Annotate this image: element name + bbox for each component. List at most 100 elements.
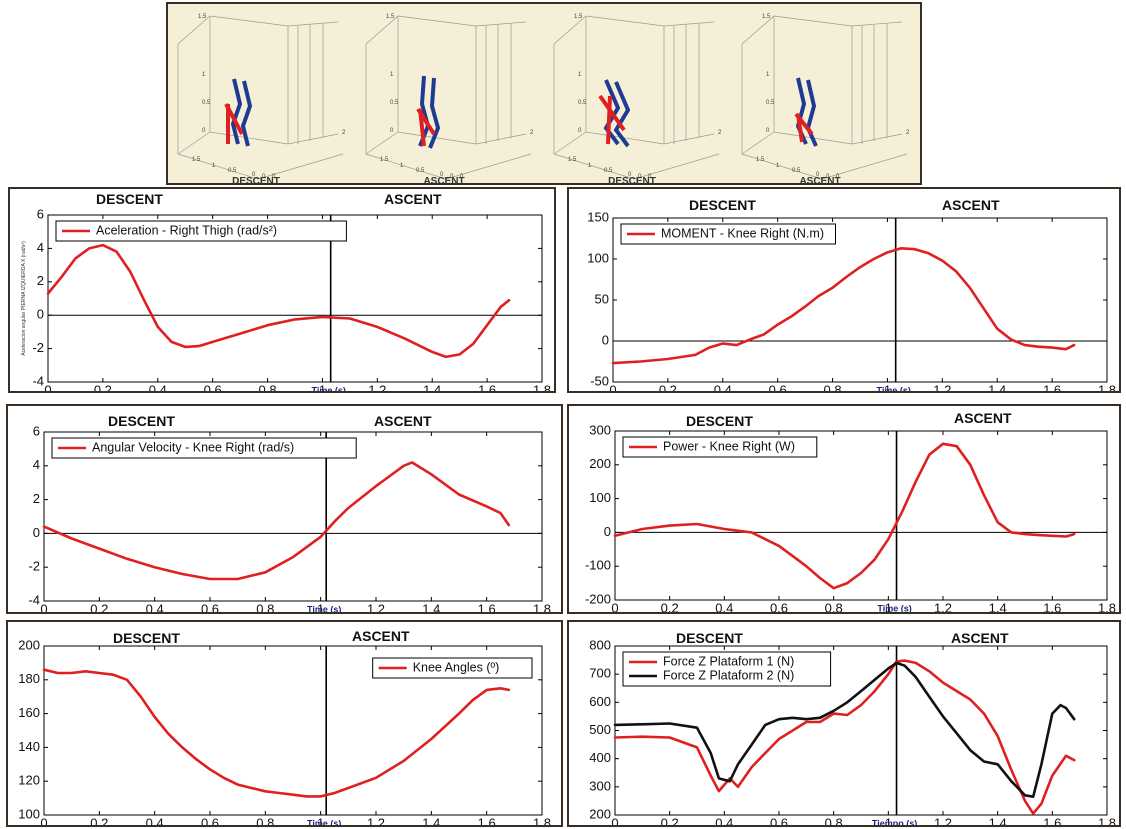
legend-entry: Force Z Plataform 1 (N) — [663, 654, 794, 668]
axis-box-line — [365, 15, 399, 45]
series-line — [613, 442, 1076, 590]
stick-tick-label: 0.5 — [766, 100, 775, 106]
x-tick-label: 0.8 — [259, 383, 277, 391]
stick-tick-label: 1.5 — [756, 157, 765, 163]
stick-tick-label: 0 — [816, 172, 820, 178]
left-leg — [428, 77, 441, 149]
ascent-label: ASCENT — [951, 630, 1009, 646]
legend-entry: Knee Angles (º) — [413, 660, 500, 674]
y-tick-label: 50 — [595, 291, 609, 306]
series-line — [42, 668, 511, 798]
stick-tick-label: 0 — [262, 174, 266, 180]
stick-tick-label: 2 — [718, 130, 722, 136]
y-tick-label: 6 — [37, 206, 44, 221]
axis-box-line — [553, 153, 635, 180]
x-tick-label: 1 — [885, 816, 892, 825]
stick-tick-label: 1.5 — [192, 157, 201, 163]
axis-box-line — [585, 131, 665, 145]
stick-phase-label: DESCENT — [232, 176, 280, 183]
y-tick-label: 4 — [33, 457, 40, 472]
x-tick-label: 0 — [44, 383, 51, 391]
axis-box-line — [177, 15, 211, 45]
stick-tick-label: 1 — [390, 72, 394, 78]
legend-box — [622, 436, 818, 458]
x-tick-label: 1.8 — [1098, 601, 1116, 612]
chart-angular-velocity: 0 0.2 0.4 0.6 0.8 1 1.2 1.4 1.6 1.8 -4 -2 0 2 4 6 Time (… — [28, 423, 551, 612]
stick-figure-strip: DESCENT 1.5 1 0.5 0 2 1.5 1 0.5 0 0 0 ASCENT 1.5 1 0.5 0… — [166, 2, 922, 187]
x-tick-label: 0.2 — [661, 601, 679, 612]
y-tick-label: 800 — [589, 637, 611, 652]
axis-box-line — [475, 21, 527, 27]
y-tick-label: 300 — [589, 778, 611, 793]
x-axis-label: Time (s) — [877, 603, 911, 612]
axis-box-line — [585, 15, 665, 27]
axis-box-line — [553, 15, 587, 45]
stick-tick-label: 1 — [202, 72, 206, 78]
x-tick-label: 0.4 — [146, 602, 164, 612]
right-leg — [606, 95, 612, 145]
left-leg — [613, 81, 631, 148]
y-tick-label: 200 — [589, 806, 611, 821]
stick-tick-label: 1.5 — [386, 14, 395, 20]
x-tick-label: 0.6 — [204, 383, 222, 391]
descent-label: DESCENT — [108, 413, 175, 429]
stick-tick-label: 1 — [588, 163, 592, 169]
x-tick-label: 0.4 — [715, 601, 733, 612]
axis-box-line — [445, 153, 532, 180]
panel-knee-angles: DESCENT ASCENT 0 0.2 0.4 0.6 0.8 1 1.2 1.4 1.6 1.… — [6, 620, 563, 827]
stick-tick-label: 1 — [212, 163, 216, 169]
x-tick-label: 1 — [884, 383, 891, 391]
x-tick-label: 1 — [317, 602, 324, 612]
axis-box-line — [257, 153, 344, 180]
axis-box-line — [209, 15, 289, 27]
x-tick-label: 1.2 — [934, 816, 952, 825]
panel-force: DESCENT ASCENT 0 0.2 0.4 0.6 0.8 1 1.2 1.4 1.6 1.… — [567, 620, 1121, 827]
y-tick-label: 100 — [589, 490, 611, 505]
x-tick-label: 1.4 — [422, 816, 440, 825]
legend-entry: Force Z Plataform 2 (N) — [663, 668, 794, 682]
right-leg — [598, 94, 626, 132]
axis-box-line — [741, 153, 823, 180]
x-tick-label: 0.6 — [769, 383, 787, 391]
axis-box-line — [475, 133, 527, 145]
chart-moment: 0 0.2 0.4 0.6 0.8 1 1.2 1.4 1.6 1.8-50050100150Ti… — [587, 209, 1116, 391]
axis-box-line — [663, 21, 715, 27]
stick-tick-label: 0.5 — [228, 168, 237, 174]
x-tick-label: 0.8 — [824, 383, 842, 391]
x-tick-label: 0.4 — [149, 383, 167, 391]
x-tick-label: 0.6 — [770, 601, 788, 612]
chart-power: 0 0.2 0.4 0.6 0.8 1 1.2 1.4 1.6 1.8 -200 -100 0 100 20… — [585, 422, 1116, 612]
stick-phase-label: DESCENT — [608, 176, 656, 183]
y-tick-label: 120 — [18, 773, 40, 788]
x-tick-label: 0.8 — [256, 816, 274, 825]
y-tick-label: 6 — [33, 423, 40, 438]
x-tick-label: 0.4 — [715, 816, 733, 825]
x-tick-label: 0.8 — [825, 816, 843, 825]
panel-power: DESCENT ASCENT 0 0.2 0.4 0.6 0.8 1 1.2 1.4 1.6 1.… — [567, 404, 1121, 614]
x-tick-label: 1.2 — [367, 816, 385, 825]
x-tick-label: 1.2 — [368, 383, 386, 391]
x-axis-label: Tiempo (s) — [872, 818, 917, 825]
x-tick-label: 0.4 — [146, 816, 164, 825]
axis-box-line — [287, 21, 339, 27]
stick-tick-label: 2 — [530, 130, 534, 136]
stick-tick-label: 0 — [390, 128, 394, 134]
descent-label: DESCENT — [689, 197, 756, 213]
axis-box-line — [741, 131, 775, 155]
left-leg — [805, 79, 818, 147]
stick-tick-label: 1.5 — [380, 157, 389, 163]
axis-box-line — [821, 153, 908, 180]
series-line — [46, 243, 511, 359]
stick-tick-label: 0 — [450, 174, 454, 180]
x-tick-label: 1 — [885, 601, 892, 612]
stick-phase-label: ASCENT — [423, 176, 464, 183]
axis-box-line — [553, 131, 587, 155]
x-tick-label: 1.6 — [1043, 816, 1061, 825]
stick-tick-label: 0 — [272, 174, 276, 180]
y-tick-label: 140 — [18, 739, 40, 754]
ascent-label: ASCENT — [384, 191, 442, 207]
axis-box-line — [773, 15, 853, 27]
y-tick-label: 180 — [18, 671, 40, 686]
axis-box-line — [177, 131, 211, 155]
